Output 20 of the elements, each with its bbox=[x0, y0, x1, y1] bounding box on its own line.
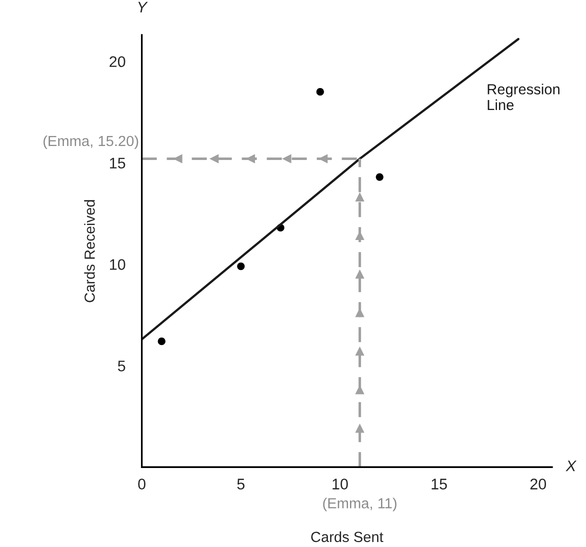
x-tick-label: 20 bbox=[530, 478, 546, 490]
text: Y bbox=[138, 2, 148, 12]
y-tick-label: 10 bbox=[110, 259, 126, 270]
point bbox=[316, 88, 324, 96]
point bbox=[376, 173, 384, 181]
x-tick-label: 10 bbox=[332, 478, 348, 490]
y-tick-label: 15 bbox=[110, 158, 126, 169]
text: X bbox=[566, 460, 577, 472]
y-tick-label: 5 bbox=[118, 360, 126, 372]
ref-line-label: (Emma, 11) bbox=[323, 498, 396, 512]
x-tick-label: 15 bbox=[432, 478, 447, 490]
x-tick-label: 5 bbox=[237, 478, 244, 490]
point bbox=[158, 338, 166, 346]
series-label: Regression Line bbox=[488, 84, 560, 110]
point bbox=[237, 262, 245, 270]
ref-line-label: (Emma, 15.20) bbox=[44, 135, 138, 150]
x-axis-title: Cards Sent bbox=[311, 531, 384, 542]
y-tick-label: 20 bbox=[110, 56, 126, 68]
x-tick-label: 0 bbox=[138, 478, 146, 490]
y-axis-title: Cards Received bbox=[84, 200, 95, 302]
